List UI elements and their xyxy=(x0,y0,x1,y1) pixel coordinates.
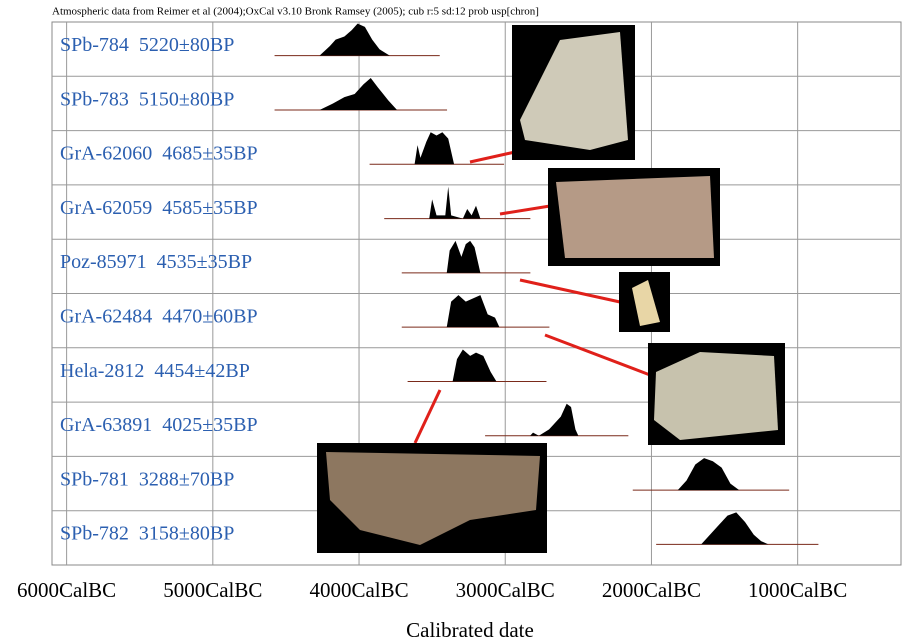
x-axis-label: Calibrated date xyxy=(406,618,534,642)
series-label: Hela-2812 4454±42BP xyxy=(60,360,250,382)
connector xyxy=(519,278,621,304)
series-label: GrA-62059 4585±35BP xyxy=(60,197,258,219)
probability-distribution xyxy=(446,295,500,328)
connector xyxy=(544,333,651,377)
sherd xyxy=(520,32,628,150)
sherd xyxy=(654,352,778,440)
series-label: SPb-783 5150±80BP xyxy=(60,88,234,110)
connector xyxy=(413,389,442,444)
x-tick-label: 2000CalBC xyxy=(602,578,701,602)
probability-distribution xyxy=(319,77,398,110)
x-tick-label: 4000CalBC xyxy=(309,578,408,602)
probability-distribution xyxy=(446,240,481,273)
sherd xyxy=(632,280,660,326)
probability-distribution xyxy=(677,458,740,491)
series-label: GrA-62060 4685±35BP xyxy=(60,143,258,165)
probability-distribution xyxy=(701,512,769,545)
series-label: GrA-63891 4025±35BP xyxy=(60,414,258,436)
series-label: SPb-782 3158±80BP xyxy=(60,523,234,545)
sherd xyxy=(326,452,540,545)
series-label: Poz-85971 4535±35BP xyxy=(60,251,252,273)
connector xyxy=(499,204,551,216)
x-tick-label: 6000CalBC xyxy=(17,578,116,602)
x-tick-label: 1000CalBC xyxy=(748,578,847,602)
series-label: SPb-781 3288±70BP xyxy=(60,468,234,490)
sherd xyxy=(556,176,714,258)
x-tick-label: 5000CalBC xyxy=(163,578,262,602)
x-tick-label: 3000CalBC xyxy=(456,578,555,602)
probability-distribution xyxy=(414,132,455,165)
probability-distribution xyxy=(319,23,390,56)
photos xyxy=(317,25,785,553)
series-label: GrA-62484 4470±60BP xyxy=(60,306,258,328)
probability-distribution xyxy=(429,186,481,219)
chart-title: Atmospheric data from Reimer et al (2004… xyxy=(52,6,539,18)
series-label: SPb-784 5220±80BP xyxy=(60,34,234,56)
probability-distribution xyxy=(452,349,497,382)
connector xyxy=(469,150,516,164)
probability-distribution xyxy=(530,403,579,436)
